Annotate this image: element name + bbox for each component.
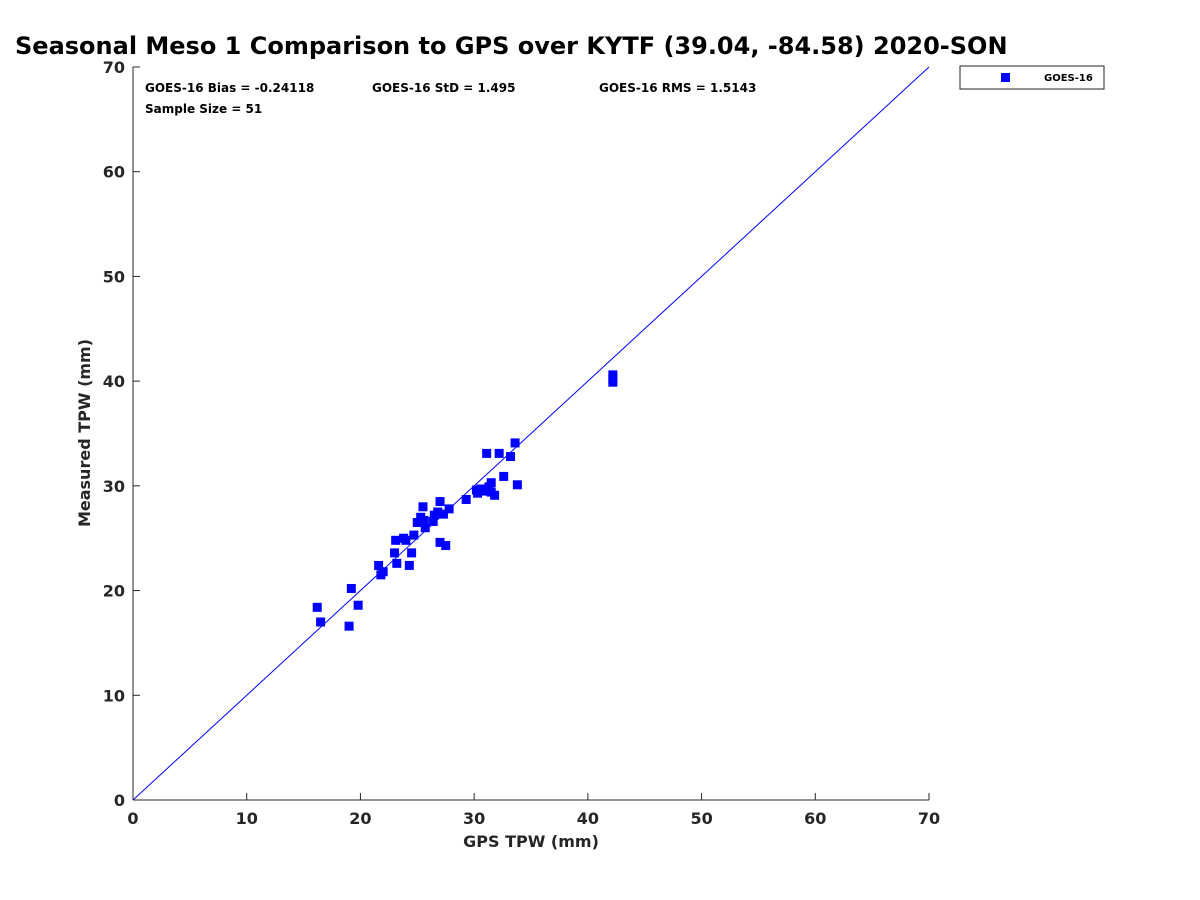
- legend-marker: [1001, 73, 1010, 82]
- data-point: [401, 535, 411, 545]
- data-point: [494, 448, 504, 458]
- y-tick-label: 40: [103, 372, 125, 391]
- data-point: [608, 377, 618, 387]
- data-point: [506, 452, 516, 462]
- reference-line-layer: [132, 66, 930, 801]
- legend: GOES-16: [959, 65, 1105, 90]
- x-tick-label: 30: [463, 809, 485, 828]
- data-point: [490, 490, 500, 500]
- x-tick-label: 40: [577, 809, 599, 828]
- data-point: [510, 438, 520, 448]
- data-point: [435, 537, 445, 547]
- data-point: [420, 523, 430, 533]
- data-point: [433, 507, 443, 517]
- data-point: [409, 530, 419, 540]
- data-point: [482, 448, 492, 458]
- stat-bias: GOES-16 Bias = -0.24118: [145, 81, 314, 95]
- y-tick-label: 50: [103, 267, 125, 286]
- y-tick-label: 20: [103, 582, 125, 601]
- x-tick-label: 0: [127, 809, 138, 828]
- data-point: [486, 478, 496, 488]
- y-tick-label: 0: [114, 791, 125, 810]
- x-tick-label: 10: [236, 809, 258, 828]
- data-point: [461, 494, 471, 504]
- chart-title: Seasonal Meso 1 Comparison to GPS over K…: [15, 32, 1008, 60]
- x-tick-label: 20: [349, 809, 371, 828]
- x-tick-label: 60: [804, 809, 826, 828]
- data-point: [390, 548, 400, 558]
- data-point: [444, 504, 454, 514]
- data-point: [499, 471, 509, 481]
- one-to-one-line: [132, 66, 930, 801]
- y-ticks: 0 10 20 30 40 50 60 70: [103, 58, 140, 810]
- data-point: [378, 567, 388, 577]
- y-tick-label: 30: [103, 477, 125, 496]
- stat-rms: GOES-16 RMS = 1.5143: [599, 81, 756, 95]
- data-point: [441, 541, 451, 551]
- data-point: [407, 548, 417, 558]
- y-tick-label: 10: [103, 686, 125, 705]
- x-tick-label: 50: [690, 809, 712, 828]
- legend-box: [959, 65, 1105, 90]
- data-point: [435, 497, 445, 507]
- stat-sample-size: Sample Size = 51: [145, 102, 262, 116]
- x-axis-label: GPS TPW (mm): [463, 832, 599, 851]
- data-point: [418, 502, 428, 512]
- data-point: [392, 558, 402, 568]
- data-point: [391, 535, 401, 545]
- stat-std: GOES-16 StD = 1.495: [372, 81, 515, 95]
- y-tick-label: 70: [103, 58, 125, 77]
- y-tick-label: 60: [103, 163, 125, 182]
- data-point: [374, 560, 384, 570]
- y-axis-label: Measured TPW (mm): [75, 339, 94, 527]
- data-point: [412, 518, 422, 528]
- legend-label: GOES-16: [1044, 73, 1093, 84]
- data-point: [316, 617, 326, 627]
- x-tick-label: 70: [918, 809, 940, 828]
- data-point: [346, 583, 356, 593]
- data-point: [438, 509, 448, 519]
- data-point: [479, 486, 489, 496]
- data-point: [428, 516, 438, 526]
- data-point: [344, 621, 354, 631]
- data-point: [512, 480, 522, 490]
- data-point: [404, 560, 414, 570]
- x-ticks: 0 10 20 30 40 50 60 70: [127, 793, 940, 828]
- data-point: [353, 600, 363, 610]
- points-layer: [312, 370, 618, 631]
- data-point: [312, 602, 322, 612]
- data-point: [419, 515, 429, 525]
